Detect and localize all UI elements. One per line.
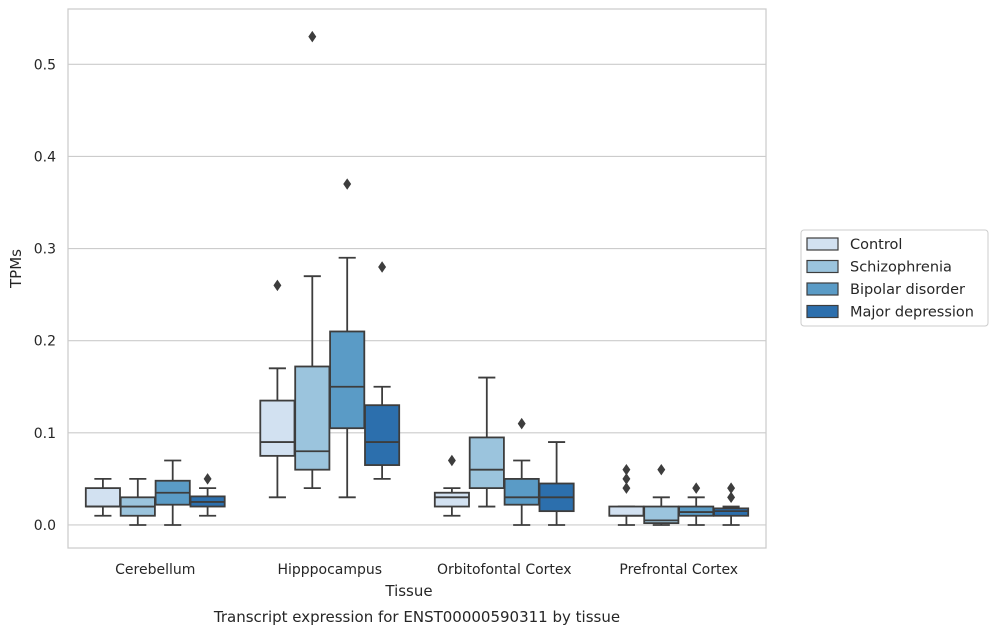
outlier-point — [378, 261, 387, 273]
box-bipolar-disorder — [503, 417, 540, 526]
box-major-depression — [189, 473, 226, 517]
iqr-box — [713, 507, 750, 517]
legend-swatch — [806, 259, 839, 274]
outlier-point — [657, 463, 666, 476]
box-bipolar-disorder — [329, 178, 366, 499]
y-tick-label: 0.2 — [34, 334, 56, 350]
outlier-point — [692, 482, 701, 494]
legend-item: Bipolar disorder — [806, 282, 965, 298]
legend-label: Bipolar disorder — [850, 282, 965, 298]
legend: Control Schizophrenia Bipolar disorder Majo… — [800, 229, 989, 327]
x-axis-label: Tissue — [384, 582, 432, 600]
outlier-point — [343, 178, 352, 190]
iqr-box — [259, 399, 296, 457]
y-tick-label: 0.4 — [34, 149, 56, 165]
iqr-box — [433, 491, 470, 508]
iqr-box — [294, 365, 331, 471]
box-control — [608, 463, 645, 526]
box-control — [433, 454, 470, 517]
outlier-point — [517, 417, 526, 430]
legend-item: Major depression — [806, 304, 974, 321]
box-schizophrenia — [119, 477, 156, 526]
grid-lines — [68, 63, 766, 526]
legend-label: Schizophrenia — [850, 260, 952, 276]
legend-swatch — [806, 304, 839, 319]
outlier-point — [727, 482, 736, 494]
x-tick-label: Hipppocampus — [277, 562, 382, 578]
legend-item: Control — [806, 237, 902, 253]
iqr-box — [329, 330, 366, 430]
plot-frame — [67, 8, 767, 549]
outlier-point — [203, 473, 212, 485]
y-axis-ticks: 0.0 0.1 0.2 0.3 0.4 0.5 — [34, 57, 56, 534]
iqr-box — [608, 505, 645, 517]
box-schizophrenia — [294, 30, 331, 490]
x-tick-label: Cerebellum — [115, 562, 195, 578]
box-control — [259, 279, 296, 499]
iqr-box — [468, 436, 505, 490]
legend-frame — [800, 229, 989, 327]
outlier-point — [727, 491, 736, 504]
y-tick-label: 0.0 — [34, 518, 56, 534]
x-tick-label: Orbitofontal Cortex — [437, 562, 572, 578]
box-major-depression — [364, 261, 401, 480]
box-schizophrenia — [643, 463, 680, 526]
box-control — [84, 477, 121, 517]
iqr-box — [503, 477, 540, 506]
iqr-box — [84, 487, 121, 508]
outlier-point — [447, 454, 456, 467]
y-tick-label: 0.5 — [34, 57, 56, 73]
legend-swatch — [806, 237, 839, 251]
box-major-depression — [713, 482, 750, 526]
outlier-point — [308, 30, 317, 43]
iqr-box — [678, 505, 715, 517]
legend-item: Schizophrenia — [806, 259, 952, 276]
x-tick-label: Prefrontal Cortex — [619, 562, 738, 578]
iqr-box — [364, 404, 401, 466]
outlier-point — [622, 463, 631, 476]
box-bipolar-disorder — [154, 459, 191, 526]
legend-label: Major depression — [850, 305, 974, 321]
y-tick-label: 0.3 — [34, 242, 56, 258]
chart-caption: Transcript expression for ENST0000059031… — [213, 608, 620, 626]
legend-swatch — [806, 282, 839, 296]
box-schizophrenia — [468, 376, 505, 508]
outlier-point — [622, 482, 631, 494]
legend-label: Control — [850, 237, 902, 253]
outlier-point — [622, 473, 631, 485]
y-tick-label: 0.1 — [34, 426, 56, 442]
box-major-depression — [538, 441, 575, 526]
outlier-point — [273, 279, 282, 292]
x-axis-ticks: Cerebellum Hipppocampus Orbitofontal Corte… — [115, 562, 738, 578]
boxes — [84, 30, 750, 526]
box-bipolar-disorder — [678, 482, 715, 526]
y-axis-label: TPMs — [7, 249, 25, 289]
